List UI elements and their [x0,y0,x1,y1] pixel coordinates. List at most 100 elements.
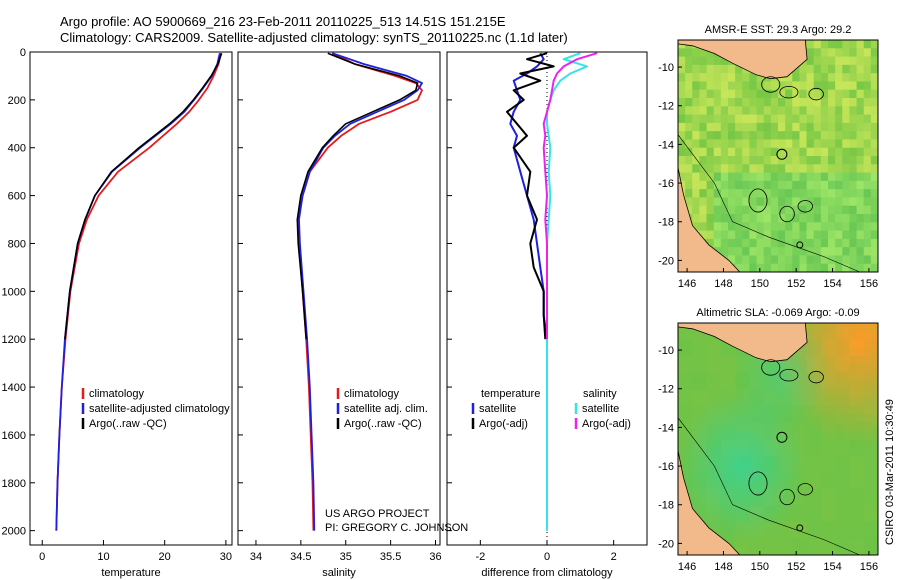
difference-line-1 [506,52,555,340]
map-cell [813,463,822,473]
map-cell [842,323,851,332]
map-cell [678,164,686,174]
map-cell [742,230,751,240]
map-cell [728,439,736,448]
map-cell [870,405,878,415]
map-x-tick-label: 154 [823,278,841,290]
map-cell [842,56,851,66]
reef-outline [748,188,768,213]
map-cell [713,430,722,440]
x-tick-label: 34.5 [290,551,311,563]
map-cell [870,40,878,49]
map-cell [792,214,801,223]
map-cell [763,214,772,223]
map-cell [856,180,865,190]
map-cell [842,347,851,357]
map-cell [720,347,729,357]
map-cell [720,414,729,424]
map-cell [749,372,758,382]
map-cell [756,422,765,432]
map-cell [842,172,851,182]
map-cell [842,255,851,265]
map-cell [685,422,693,432]
map-cell [742,463,751,473]
map-cell [835,98,843,107]
map-cell [785,230,793,240]
map-cell [813,546,822,555]
map-cell [770,488,779,498]
map-cell [742,73,751,83]
map-cell [856,521,865,531]
map-cell [778,422,786,432]
map-cell [792,255,801,265]
map-cell [720,455,729,465]
map-cell [799,530,808,540]
x-tick-label: 10 [97,551,109,563]
map-cell [756,414,765,424]
map-cell [820,214,829,223]
map-cell [856,347,865,357]
map-cell [735,64,743,74]
x-tick-label: 36 [429,551,441,563]
map-cell [720,156,729,165]
map-cell [842,147,851,157]
map-cell [799,480,808,490]
map-cell [813,189,822,199]
map-cell [778,247,786,257]
map-cell [763,122,772,132]
map-cell [870,180,878,190]
map-cell [763,263,772,272]
map-cell [735,180,743,190]
map-cell [706,131,715,141]
map-cell [849,497,858,506]
reef-outline [779,205,795,223]
map-cell [778,405,786,415]
map-cell [742,147,751,157]
map-cell [806,48,815,58]
map-cell [835,89,843,99]
map-cell [820,164,829,174]
map-cell [778,497,786,506]
map-cell [863,40,872,49]
map-cell [849,180,858,190]
map-cell [856,222,865,232]
map-cell [706,214,715,223]
map-cell [692,339,701,349]
map-cell [863,205,872,215]
map-cell [728,147,736,157]
map-cell [720,447,729,457]
map-cell [685,389,693,399]
series-line-1 [298,52,423,531]
map-cell [735,238,743,248]
map-cell [770,180,779,190]
map-cell [706,114,715,124]
map-cell [720,81,729,91]
map-cell [842,480,851,490]
map-cell [870,439,878,448]
map-cell [835,164,843,174]
map-cell [713,205,722,215]
map-title: AMSR-E SST: 29.3 Argo: 29.2 [705,24,852,36]
map-cell [692,205,701,215]
map-cell [806,463,815,473]
map-cell [856,122,865,132]
map-cell [678,414,686,424]
map-cell [828,381,836,390]
map-cell [792,122,801,132]
map-cell [799,156,808,165]
map-cell [813,372,822,382]
map-cell [742,430,751,440]
map-cell [806,397,815,407]
map-cell [842,131,851,141]
map-cell [856,197,865,207]
map-cell [835,222,843,232]
map-cell [706,180,715,190]
map-cell [678,339,686,349]
map-cell [763,505,772,515]
legend-label: Argo(-adj) [582,418,631,430]
map-cell [835,205,843,215]
map-cell [820,73,829,83]
map-cell [863,381,872,390]
map-cell [856,439,865,448]
